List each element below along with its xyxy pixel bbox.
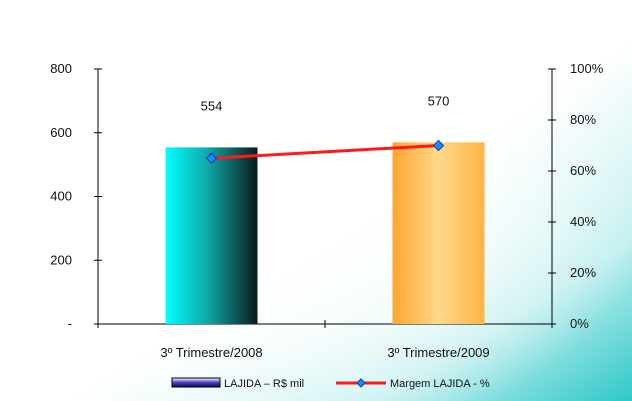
line-layer xyxy=(205,139,445,164)
bar-1 xyxy=(165,147,258,324)
y-left-tick-label: - xyxy=(68,316,72,331)
legend-swatch-lajida xyxy=(171,377,221,388)
bar-data-label: 570 xyxy=(428,93,450,108)
bar-2 xyxy=(392,142,485,324)
y-right-tick-label: 20% xyxy=(570,265,596,280)
x-tick-label: 3º Trimestre/2008 xyxy=(160,345,262,360)
y-right-tick-label: 80% xyxy=(570,112,596,127)
legend: LAJIDA – R$ mil Margem LAJIDA - % xyxy=(171,377,490,390)
y-right-tick-label: 0% xyxy=(570,316,589,331)
y-right-tick-label: 60% xyxy=(570,163,596,178)
legend-label-lajida: LAJIDA – R$ mil xyxy=(224,378,304,390)
y-right-tick-label: 40% xyxy=(570,214,596,229)
bars-layer xyxy=(165,142,485,324)
y-left-tick-label: 400 xyxy=(50,189,72,204)
legend-label-margin: Margem LAJIDA - % xyxy=(390,378,490,390)
bar-data-label: 554 xyxy=(201,98,223,113)
y-left-tick-label: 200 xyxy=(50,252,72,267)
margin-point-1 xyxy=(205,152,218,164)
x-tick-label: 3º Trimestre/2009 xyxy=(387,345,489,360)
margin-point-2 xyxy=(432,139,445,152)
legend-marker-margin xyxy=(356,378,366,388)
y-right-tick-label: 100% xyxy=(570,61,604,76)
y-left-tick-label: 600 xyxy=(50,125,72,140)
margin-line xyxy=(211,144,439,160)
labels-layer: - 200 400 600 800 0% 20% 40% 60% 80% 100% 554 570 3º … xyxy=(50,61,603,360)
y-left-tick-label: 800 xyxy=(50,61,72,76)
